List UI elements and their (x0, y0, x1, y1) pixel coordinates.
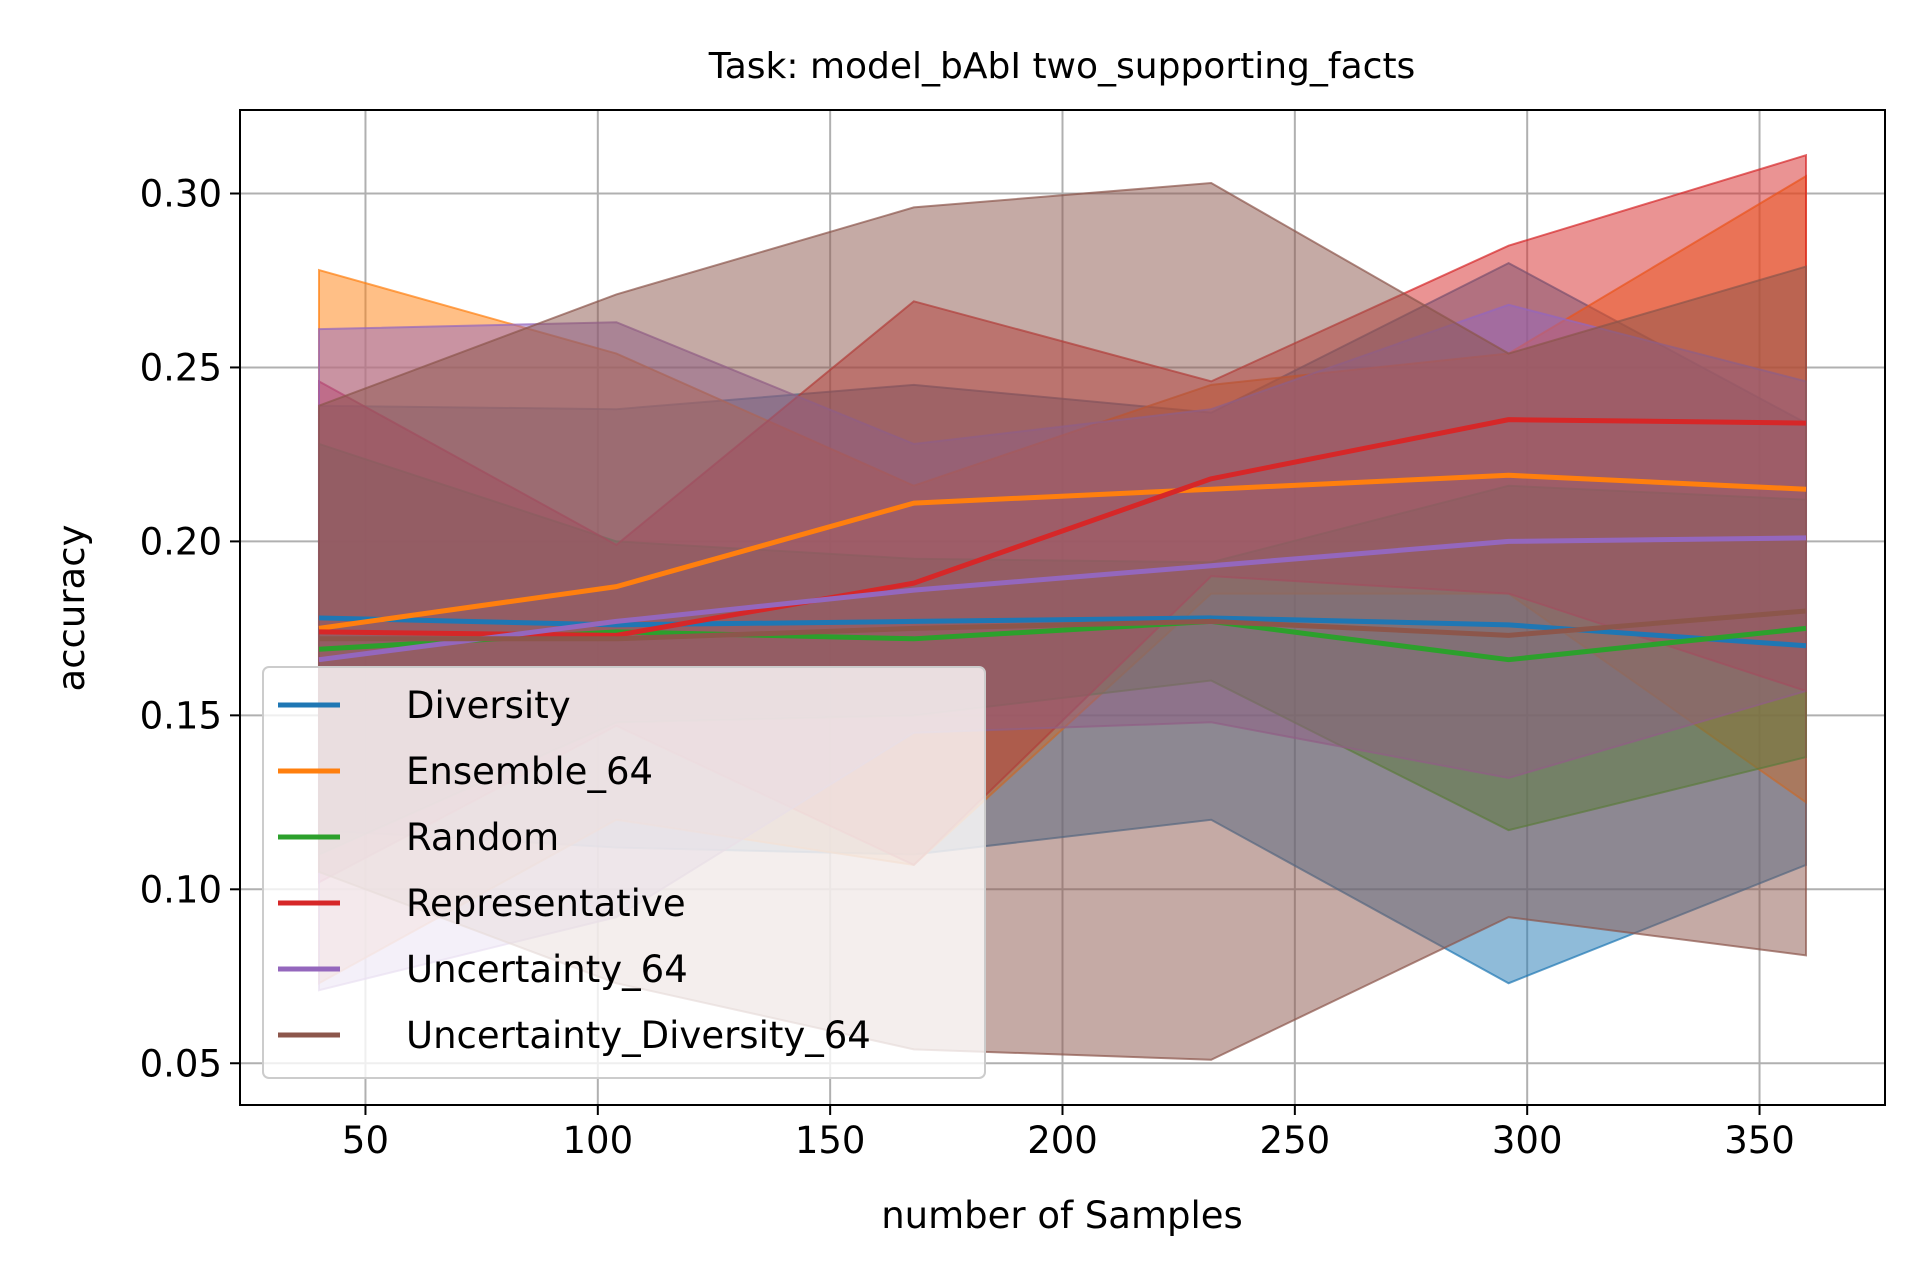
x-tick-label: 250 (1260, 1119, 1331, 1162)
y-tick-label: 0.25 (140, 346, 222, 389)
legend: Diversity Ensemble_64 Random Representative… (263, 667, 985, 1078)
legend-label-0: Diversity (406, 684, 571, 727)
legend-label-2: Random (406, 816, 559, 859)
x-tick-label: 200 (1027, 1119, 1098, 1162)
x-axis-label: number of Samples (881, 1194, 1243, 1237)
x-tick-label: 350 (1724, 1119, 1795, 1162)
chart-title: Task: model_bAbI two_supporting_facts (708, 46, 1416, 87)
y-axis-label: accuracy (50, 525, 93, 692)
y-tick-label: 0.15 (140, 694, 222, 737)
y-tick-label: 0.30 (140, 172, 222, 215)
x-tick-label: 300 (1492, 1119, 1563, 1162)
y-tick-label: 0.10 (140, 868, 222, 911)
legend-label-4: Uncertainty_64 (406, 948, 688, 991)
legend-label-3: Representative (406, 882, 686, 925)
legend-label-5: Uncertainty_Diversity_64 (406, 1014, 871, 1057)
x-tick-label: 50 (342, 1119, 389, 1162)
y-tick-label: 0.05 (140, 1042, 222, 1085)
legend-label-1: Ensemble_64 (406, 750, 653, 793)
y-tick-label: 0.20 (140, 520, 222, 563)
x-tick-label: 100 (562, 1119, 633, 1162)
x-tick-label: 150 (795, 1119, 866, 1162)
